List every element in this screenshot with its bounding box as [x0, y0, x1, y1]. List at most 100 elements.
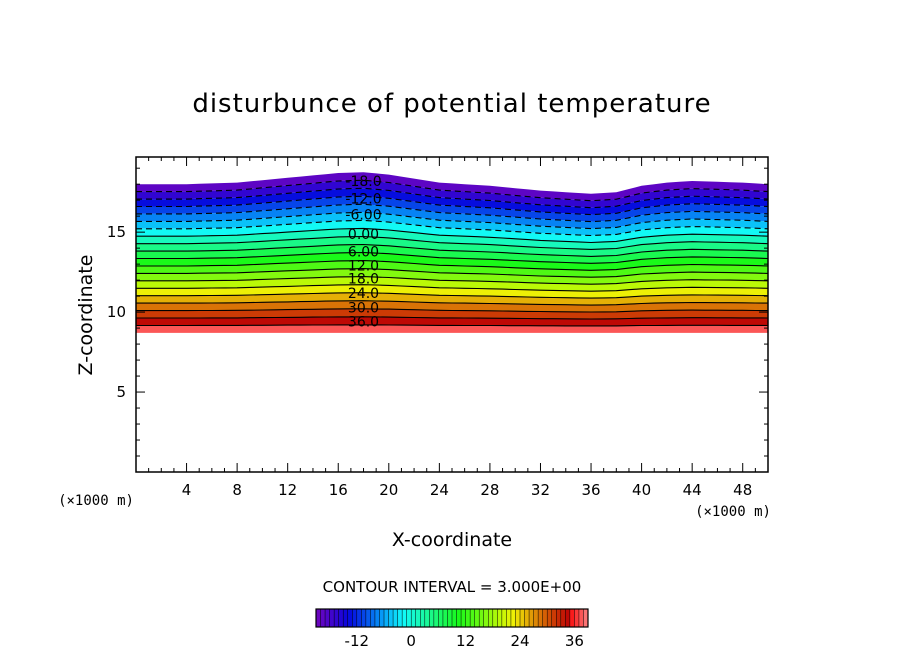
colorbar-tick-label: 12: [456, 632, 475, 650]
colorbar-segment: [524, 609, 530, 627]
y-axis-title: Z-coordinate: [75, 255, 97, 376]
colorbar-segment: [334, 609, 340, 627]
contour-line: [136, 268, 769, 278]
contour-band: [136, 268, 768, 285]
colorbar-frame: [315, 608, 589, 628]
y-unit-label: (×1000 m): [58, 493, 134, 509]
x-tick-label: 28: [480, 481, 499, 499]
colorbar-segment: [361, 609, 367, 627]
contour-band: [136, 228, 768, 250]
colorbar-segment: [420, 609, 426, 627]
colorbar-segment: [456, 609, 462, 627]
colorbar-tick-label: 36: [565, 632, 584, 650]
colorbar-tick-label: 24: [510, 632, 529, 650]
colorbar-segment: [520, 609, 525, 627]
colorbar-segment: [529, 609, 534, 627]
contour-line: [136, 324, 769, 327]
colorbar-segment: [583, 609, 589, 627]
colorbar-segment: [338, 609, 344, 627]
contour-field: [136, 172, 768, 333]
contour-line: [136, 316, 769, 320]
colorbar-segment: [429, 609, 435, 627]
colorbar-segment: [506, 609, 512, 627]
contour-line: [136, 203, 769, 223]
colorbar-segment: [479, 609, 485, 627]
contour-line: [136, 227, 769, 244]
colorbar-segment: [533, 609, 539, 627]
colorbar-segment: [384, 609, 389, 627]
colorbar-segment: [560, 609, 566, 627]
contour-band: [136, 188, 768, 215]
colorbar-segment: [547, 609, 553, 627]
colorbar-segment: [356, 609, 362, 627]
contour-label: -18.0: [345, 174, 381, 190]
colorbar-segment: [370, 609, 376, 627]
colorbar-segment: [406, 609, 412, 627]
colorbar-segment: [374, 609, 380, 627]
contour-band: [136, 196, 768, 222]
contour-band: [136, 292, 768, 306]
colorbar-segment: [438, 609, 444, 627]
colorbar-segment: [542, 609, 548, 627]
x-tick-label: 20: [379, 481, 398, 499]
x-unit-label: (×1000 m): [695, 504, 771, 520]
x-tick-label: 24: [430, 481, 449, 499]
colorbar-segment: [402, 609, 408, 627]
colorbar-segment: [393, 609, 398, 627]
contour-label: 36.0: [348, 315, 379, 331]
colorbar-segment: [488, 609, 494, 627]
colorbar-segment: [483, 609, 489, 627]
contour-line: [136, 292, 769, 299]
contour-band: [136, 204, 768, 229]
contour-line: [136, 284, 769, 292]
x-tick-label: 16: [329, 481, 348, 499]
colorbar-segment: [556, 609, 562, 627]
colorbar-segment: [538, 609, 544, 627]
contour-line: [136, 243, 769, 257]
colorbar-segment: [461, 609, 466, 627]
colorbar-segment: [411, 609, 417, 627]
colorbar: -12 0 12 24 36: [315, 608, 589, 650]
contour-band: [136, 260, 768, 278]
contour-line: [136, 260, 769, 271]
contour-band: [136, 244, 768, 264]
contour-lines: [136, 179, 769, 327]
colorbar-segment: [465, 609, 471, 627]
contour-band: [136, 308, 768, 319]
contour-line: [136, 300, 769, 306]
contour-line: [136, 219, 769, 237]
x-tick-label: 44: [683, 481, 702, 499]
colorbar-segment: [433, 609, 439, 627]
colorbar-segment: [316, 609, 321, 627]
x-tick-label: 36: [581, 481, 600, 499]
y-tick-label: 15: [107, 223, 126, 241]
colorbar-segment: [578, 609, 584, 627]
colorbar-segment: [415, 609, 421, 627]
contour-label: -6.00: [345, 208, 381, 224]
x-tick-label: 8: [232, 481, 242, 499]
colorbar-segment: [497, 609, 503, 627]
contour-line: [136, 308, 769, 313]
contour-line: [136, 179, 769, 202]
colorbar-segment: [565, 609, 571, 627]
contour-line: [136, 276, 769, 285]
contour-labels: -18.0 -12.0-6.00 0.006.0012.018.024.030.03…: [345, 174, 381, 331]
contour-line: [136, 251, 769, 264]
x-tick-label: 40: [632, 481, 651, 499]
contour-band: [136, 252, 768, 271]
colorbar-segment: [447, 609, 453, 627]
colorbar-segment: [510, 609, 516, 627]
y-tick-label: 5: [116, 383, 126, 401]
colorbar-segment: [501, 609, 507, 627]
colorbar-segment: [452, 609, 457, 627]
colorbar-segment: [551, 609, 557, 627]
contour-label: 18.0: [348, 272, 379, 288]
colorbar-segment: [379, 609, 385, 627]
colorbar-segment: [397, 609, 403, 627]
colorbar-segment: [343, 609, 349, 627]
contour-band: [136, 172, 768, 201]
colorbar-segment: [388, 609, 394, 627]
colorbar-segment: [442, 609, 448, 627]
